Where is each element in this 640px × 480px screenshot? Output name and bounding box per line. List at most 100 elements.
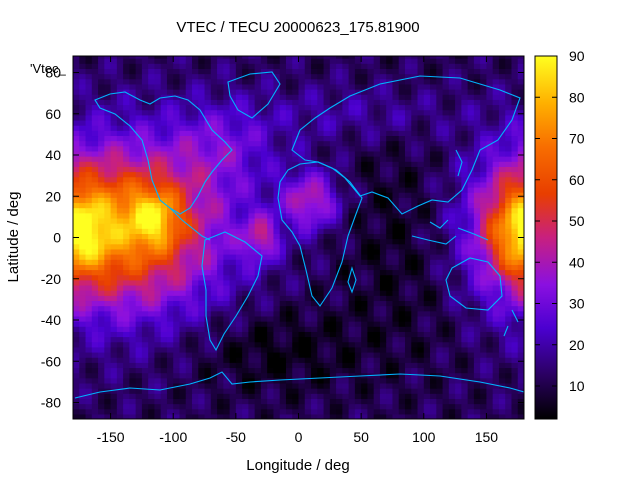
heatmap-cell — [442, 233, 450, 240]
heatmap-cell — [311, 274, 318, 281]
heatmap-cell — [173, 243, 181, 250]
heatmap-cell — [461, 192, 469, 198]
heatmap-cell — [148, 315, 156, 322]
heatmap-cell — [248, 357, 256, 363]
heatmap-cell — [373, 254, 381, 260]
heatmap-cell — [517, 408, 524, 415]
heatmap-cell — [492, 279, 500, 286]
heatmap-cell — [110, 269, 118, 276]
heatmap-cell — [160, 398, 168, 405]
heatmap-cell — [473, 413, 481, 419]
heatmap-cell — [248, 181, 256, 188]
heatmap-cell — [85, 104, 93, 111]
heatmap-cell — [336, 326, 343, 332]
heatmap-cell — [292, 114, 300, 121]
heatmap-cell — [173, 135, 181, 142]
heatmap-cell — [505, 156, 513, 162]
heatmap-cell — [379, 89, 387, 95]
heatmap-cell — [342, 388, 350, 394]
heatmap-cell — [461, 140, 469, 147]
heatmap-cell — [398, 104, 406, 111]
heatmap-cell — [91, 228, 99, 234]
heatmap-cell — [379, 145, 387, 152]
heatmap-cell — [423, 78, 431, 85]
heatmap-cell — [361, 300, 368, 307]
heatmap-cell — [404, 140, 412, 147]
heatmap-cell — [461, 243, 469, 250]
heatmap-cell — [248, 166, 256, 173]
heatmap-cell — [336, 207, 343, 214]
heatmap-cell — [430, 274, 437, 281]
heatmap-cell — [455, 290, 462, 296]
heatmap-cell — [173, 254, 181, 260]
heatmap-cell — [298, 254, 306, 260]
heatmap-cell — [73, 212, 80, 219]
heatmap-cell — [129, 408, 137, 415]
heatmap-cell — [467, 212, 475, 219]
heatmap-cell — [348, 300, 356, 307]
heatmap-cell — [367, 78, 375, 85]
heatmap-cell — [160, 300, 168, 307]
heatmap-cell — [398, 336, 406, 343]
heatmap-cell — [110, 393, 118, 399]
heatmap-cell — [311, 186, 318, 193]
heatmap-cell — [123, 408, 130, 415]
heatmap-cell — [379, 186, 387, 193]
heatmap-cell — [179, 351, 187, 358]
heatmap-cell — [323, 248, 331, 255]
heatmap-cell — [73, 393, 80, 399]
heatmap-cell — [342, 398, 350, 405]
heatmap-cell — [311, 109, 318, 116]
heatmap-cell — [185, 73, 193, 80]
heatmap-cell — [342, 99, 350, 106]
heatmap-cell — [329, 310, 337, 317]
heatmap-cell — [185, 63, 193, 69]
heatmap-cell — [110, 362, 118, 369]
heatmap-cell — [392, 228, 400, 234]
heatmap-cell — [91, 372, 99, 379]
heatmap-cell — [486, 279, 494, 286]
heatmap-cell — [342, 114, 350, 121]
heatmap-cell — [173, 156, 181, 162]
heatmap-cell — [173, 238, 181, 245]
heatmap-cell — [148, 248, 156, 255]
heatmap-cell — [323, 114, 331, 121]
heatmap-cell — [98, 161, 105, 167]
heatmap-cell — [473, 135, 481, 142]
heatmap-cell — [455, 295, 462, 302]
heatmap-cell — [473, 279, 481, 286]
heatmap-cell — [285, 181, 293, 188]
heatmap-cell — [79, 274, 87, 281]
heatmap-cell — [154, 408, 162, 415]
heatmap-cell — [148, 99, 156, 106]
heatmap-cell — [91, 171, 99, 178]
heatmap-cell — [323, 94, 331, 100]
heatmap-cell — [404, 119, 412, 126]
heatmap-cell — [267, 114, 275, 121]
heatmap-cell — [442, 161, 450, 167]
heatmap-cell — [279, 274, 287, 281]
heatmap-cell — [98, 156, 105, 162]
heatmap-cell — [311, 351, 318, 358]
heatmap-cell — [192, 248, 199, 255]
heatmap-cell — [204, 171, 212, 178]
heatmap-cell — [486, 259, 494, 265]
heatmap-cell — [104, 73, 112, 80]
heatmap-cell — [148, 357, 156, 363]
heatmap-cell — [267, 305, 275, 312]
heatmap-cell — [298, 233, 306, 240]
heatmap-cell — [85, 192, 93, 198]
heatmap-cell — [342, 269, 350, 276]
heatmap-cell — [267, 295, 275, 302]
heatmap-cell — [517, 192, 524, 198]
heatmap-cell — [517, 63, 524, 69]
heatmap-cell — [473, 78, 481, 85]
heatmap-cell — [317, 336, 325, 343]
heatmap-cell — [141, 161, 149, 167]
heatmap-cell — [123, 372, 130, 379]
heatmap-cell — [329, 176, 337, 183]
heatmap-cell — [85, 89, 93, 95]
heatmap-cell — [430, 161, 437, 167]
heatmap-cell — [229, 321, 237, 327]
heatmap-cell — [242, 104, 249, 111]
